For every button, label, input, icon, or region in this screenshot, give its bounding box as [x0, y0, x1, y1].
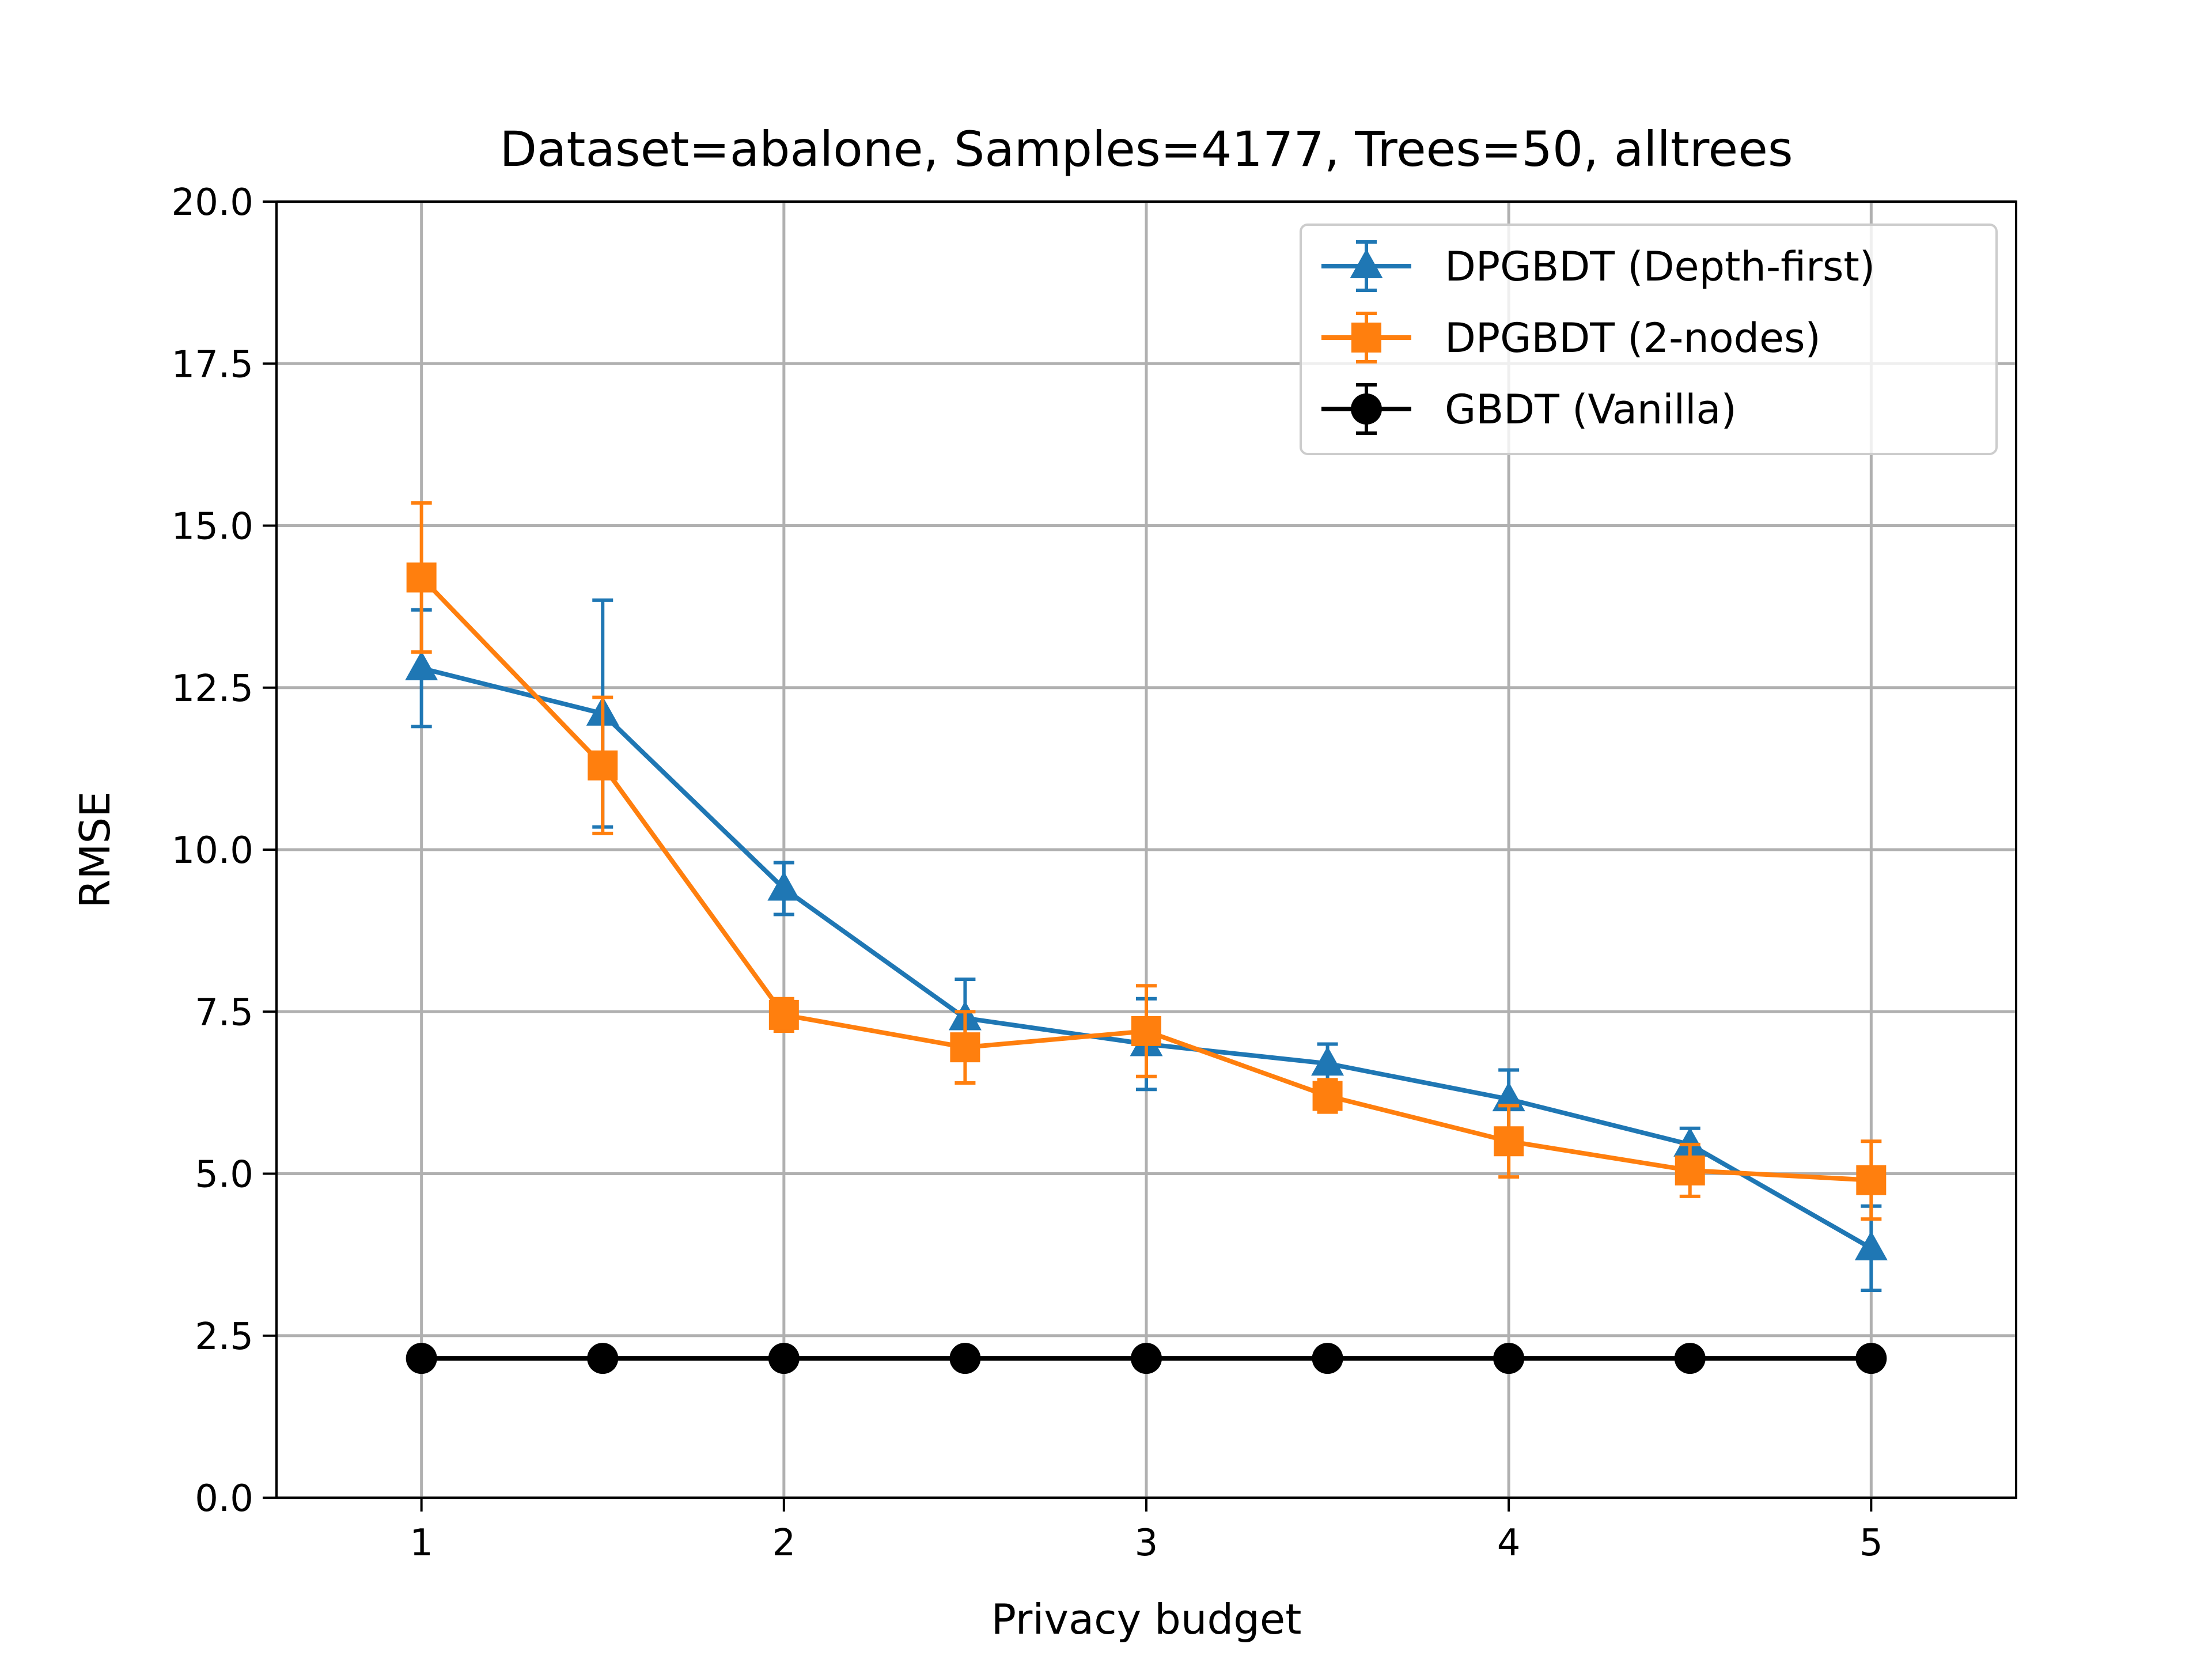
- data-point: [1131, 1016, 1161, 1046]
- legend-label: GBDT (Vanilla): [1445, 386, 1737, 433]
- series-dpgbdt-2-nodes: [406, 501, 1887, 1221]
- x-tick-label: 2: [772, 1522, 796, 1565]
- y-axis-label: RMSE: [71, 791, 119, 908]
- data-point: [1674, 1343, 1706, 1374]
- legend-marker: [1351, 393, 1382, 425]
- y-tick-label: 5.0: [195, 1154, 253, 1196]
- legend-box: [1300, 224, 1998, 455]
- data-point: [768, 1343, 800, 1374]
- data-point: [1311, 1046, 1344, 1076]
- legend-entry: GBDT (Vanilla): [1321, 383, 1737, 435]
- data-point: [950, 1032, 980, 1063]
- series-layer: [405, 501, 1888, 1374]
- data-point: [1854, 1230, 1888, 1260]
- legend-entry: DPGBDT (Depth-first): [1321, 240, 1875, 292]
- x-tick-label: 3: [1135, 1522, 1158, 1565]
- legend-entry: DPGBDT (2-nodes): [1321, 312, 1821, 363]
- chart-title: Dataset=abalone, Samples=4177, Trees=50,…: [499, 121, 1793, 177]
- data-point: [405, 651, 438, 680]
- y-tick-label: 10.0: [172, 830, 254, 872]
- data-point: [406, 1343, 437, 1374]
- data-point: [1493, 1343, 1525, 1374]
- legend-label: DPGBDT (2-nodes): [1445, 315, 1821, 362]
- legend-marker: [1350, 249, 1383, 278]
- legend-label: DPGBDT (Depth-first): [1445, 243, 1875, 290]
- y-tick-label: 12.5: [172, 668, 254, 710]
- data-point: [1673, 1127, 1707, 1157]
- data-point: [949, 1343, 981, 1374]
- data-point: [1131, 1343, 1162, 1374]
- legend: DPGBDT (Depth-first) DPGBDT (2-nodes) GBDT…: [1300, 224, 1998, 455]
- series-gbdt-vanilla: [406, 1343, 1887, 1374]
- data-point: [1494, 1126, 1524, 1157]
- data-point: [406, 562, 437, 593]
- data-point: [1856, 1165, 1887, 1195]
- y-tick-label: 17.5: [172, 343, 254, 386]
- y-tick-label: 0.0: [195, 1478, 253, 1520]
- data-point: [767, 871, 801, 901]
- data-point: [1312, 1343, 1343, 1374]
- x-tick-label: 5: [1859, 1522, 1883, 1565]
- x-tick-label: 1: [410, 1522, 433, 1565]
- ticks: 1 2 3 4 5 0.0 2.5 5.0 7.5 10.0 12.5 15.0 17.5 20.0: [172, 181, 1883, 1565]
- y-tick-label: 20.0: [172, 181, 254, 224]
- x-tick-label: 4: [1497, 1522, 1521, 1565]
- y-tick-label: 7.5: [195, 991, 253, 1034]
- y-tick-label: 2.5: [195, 1316, 253, 1358]
- x-axis-label: Privacy budget: [991, 1595, 1302, 1643]
- data-point: [1312, 1081, 1343, 1111]
- y-tick-label: 15.0: [172, 506, 254, 548]
- data-point: [588, 750, 618, 781]
- data-point: [768, 999, 799, 1030]
- data-point: [1675, 1155, 1705, 1185]
- data-point: [1855, 1343, 1887, 1374]
- data-point: [587, 1343, 619, 1374]
- legend-marker: [1351, 323, 1381, 353]
